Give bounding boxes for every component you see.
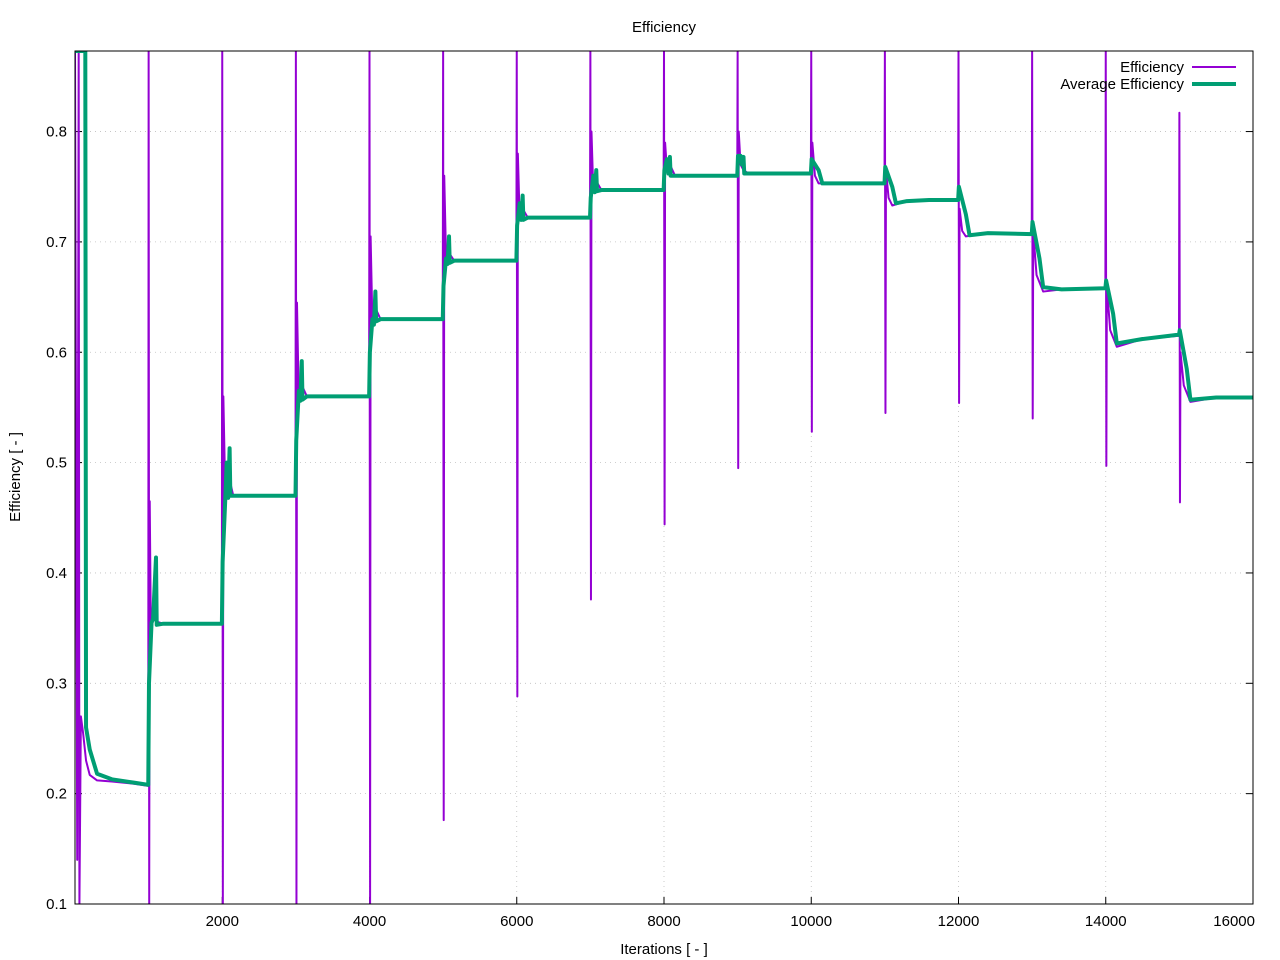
y-tick-label: 0.1 — [46, 896, 67, 913]
legend-label: Efficiency — [1120, 59, 1184, 76]
series-lines — [75, 51, 1253, 904]
x-axis-label: Iterations [ - ] — [620, 941, 708, 958]
plot-frame — [74, 50, 1254, 905]
y-axis-label: Efficiency [ - ] — [7, 432, 24, 522]
x-tick-label: 8000 — [647, 913, 680, 930]
y-tick-label: 0.3 — [46, 675, 67, 692]
y-tick-label: 0.5 — [46, 455, 67, 472]
x-axis-ticks: 2000 4000 6000 8000 10000 12000 14000 16000 — [206, 51, 1255, 930]
series-line-2 — [75, 51, 1253, 787]
x-tick-label: 2000 — [206, 913, 239, 930]
x-tick-label: 4000 — [353, 913, 386, 930]
y-tick-label: 0.8 — [46, 124, 67, 141]
x-tick-label: 14000 — [1085, 913, 1127, 930]
x-tick-label: 12000 — [938, 913, 980, 930]
y-axis-ticks: 0.1 0.2 0.3 0.4 0.5 0.6 0.7 0.8 — [46, 124, 1253, 913]
chart-title: Efficiency — [632, 19, 696, 36]
y-tick-label: 0.4 — [46, 565, 67, 582]
y-tick-label: 0.6 — [46, 344, 67, 361]
y-tick-label: 0.7 — [46, 234, 67, 251]
x-tick-label: 16000 — [1213, 913, 1255, 930]
legend-label: Average Efficiency — [1060, 76, 1184, 93]
x-tick-label: 6000 — [500, 913, 533, 930]
y-tick-label: 0.2 — [46, 786, 67, 803]
x-tick-label: 10000 — [790, 913, 832, 930]
